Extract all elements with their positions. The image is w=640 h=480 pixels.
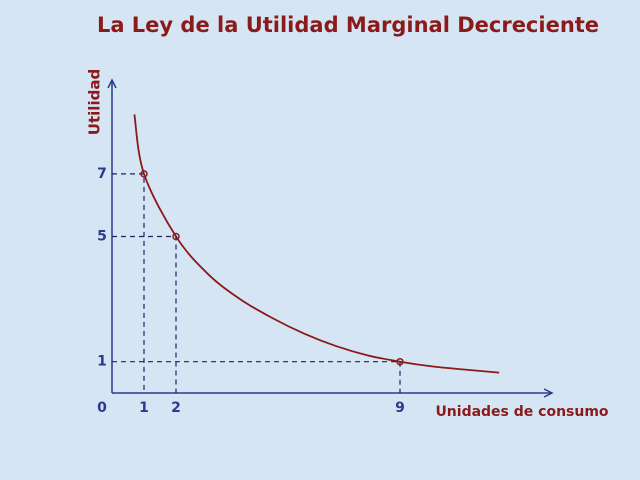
y-tick-label: 7 xyxy=(97,166,107,182)
y-axis-arrow xyxy=(107,78,117,89)
curve xyxy=(133,114,500,374)
x-tick-label: 2 xyxy=(171,400,181,416)
x-tick-label: 0 xyxy=(97,400,107,416)
y-axis-label: Utilidad xyxy=(86,69,104,135)
guide-line xyxy=(112,173,145,393)
point xyxy=(396,357,404,366)
x-axis-arrow xyxy=(543,388,554,398)
y-tick-label: 5 xyxy=(97,229,107,245)
guide-line xyxy=(112,361,401,393)
guide-line xyxy=(112,235,177,393)
point xyxy=(140,170,148,178)
chart-title: La Ley de la Utilidad Marginal Decrecien… xyxy=(97,13,599,37)
point xyxy=(172,232,180,241)
x-axis-label: Unidades de consumo xyxy=(435,404,608,420)
x-tick-label: 9 xyxy=(395,400,405,416)
x-tick-label: 1 xyxy=(139,400,149,416)
y-tick-label: 1 xyxy=(97,354,107,370)
